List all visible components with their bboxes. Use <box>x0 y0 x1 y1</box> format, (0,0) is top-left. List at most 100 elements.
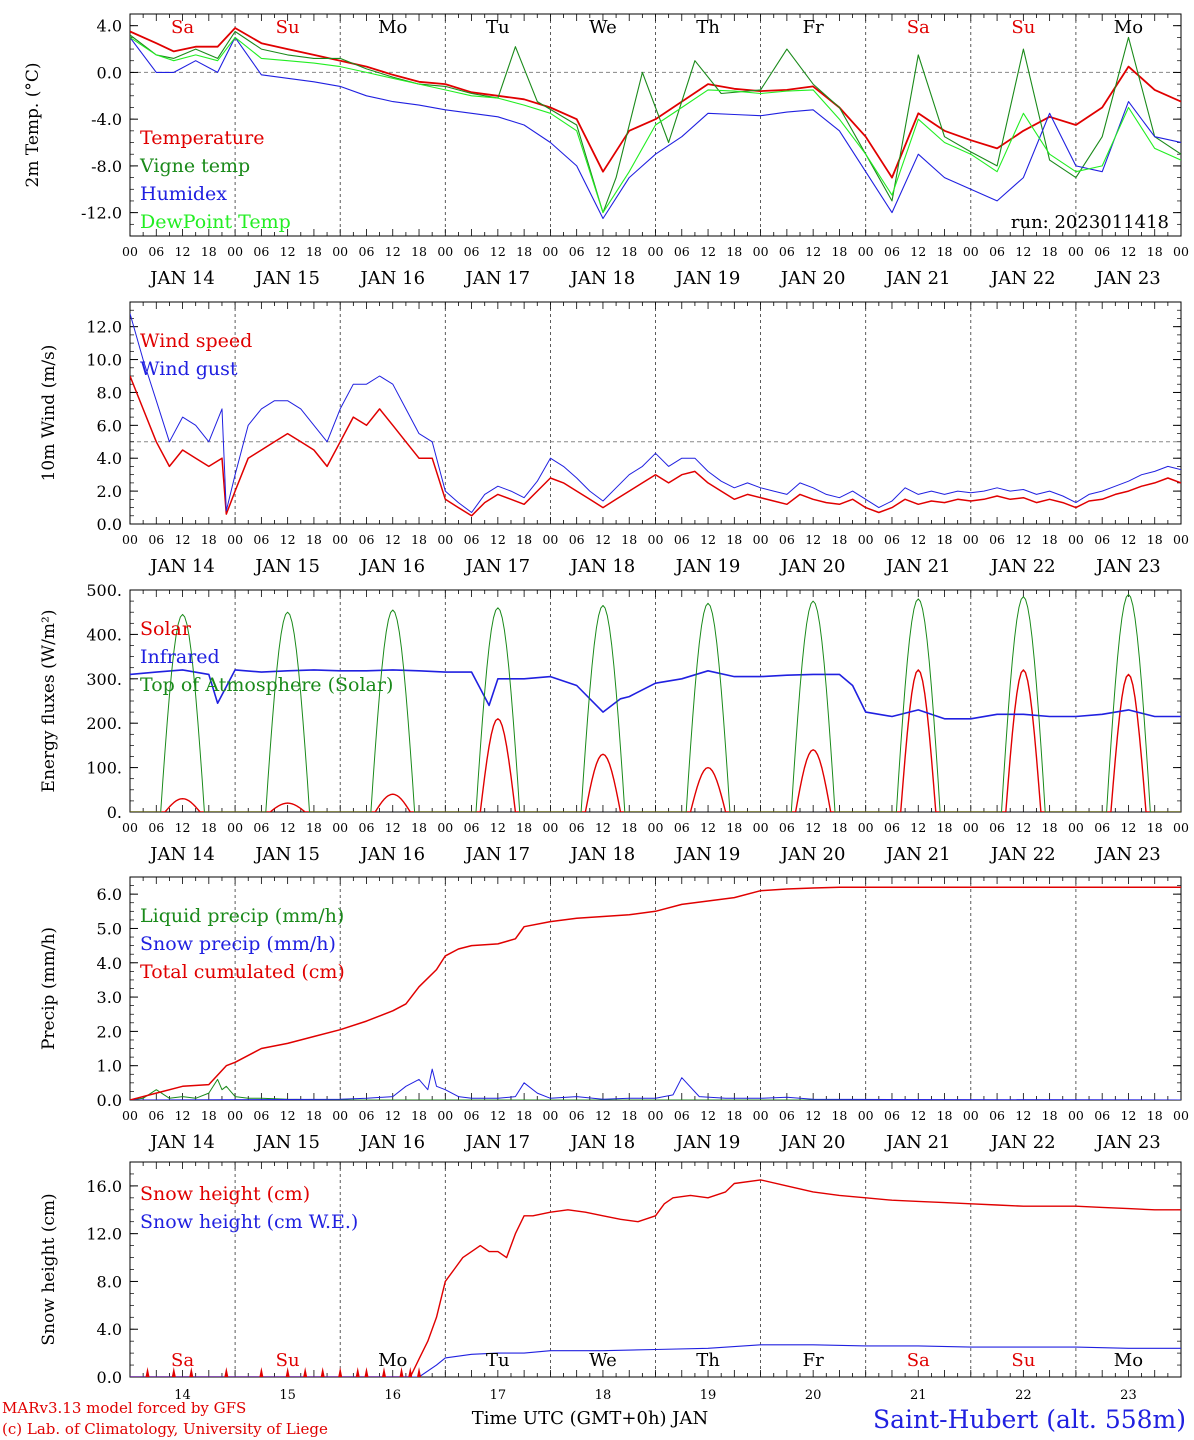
series-line-1 <box>130 1078 1181 1100</box>
hour-tick-label: 18 <box>1147 1108 1163 1123</box>
hour-tick-label: 12 <box>175 1108 191 1123</box>
date-label: JAN 22 <box>989 268 1056 289</box>
date-label: JAN 22 <box>989 556 1056 577</box>
y-tick-label: 0.0 <box>97 1091 122 1110</box>
date-label: JAN 19 <box>674 268 741 289</box>
y-tick-label: 0.0 <box>97 1368 122 1387</box>
date-label: JAN 15 <box>253 1132 320 1153</box>
hour-tick-label: 00 <box>963 820 979 835</box>
series-group <box>130 886 1181 1100</box>
hour-tick-label: 12 <box>490 532 506 547</box>
day-of-week-label: Th <box>696 17 720 38</box>
date-label: JAN 22 <box>989 1132 1056 1153</box>
hour-tick-label: 00 <box>122 820 138 835</box>
hour-tick-label: 06 <box>884 1108 900 1123</box>
hour-tick-label: 00 <box>542 820 558 835</box>
date-label: JAN 18 <box>569 1132 636 1153</box>
station-name: Saint-Hubert (alt. 558m) <box>873 1405 1186 1434</box>
y-tick-label: 3.0 <box>97 988 122 1007</box>
hour-tick-label: 18 <box>516 820 532 835</box>
hour-tick-label: 06 <box>253 532 269 547</box>
hour-tick-label: 12 <box>280 244 296 259</box>
snowfall-marker <box>145 1367 150 1377</box>
hour-tick-label: 18 <box>306 532 322 547</box>
y-tick-label: 12.0 <box>86 1225 122 1244</box>
date-label: JAN 20 <box>779 556 846 577</box>
hour-tick-label: 18 <box>411 532 427 547</box>
day-of-week-label: We <box>589 17 617 38</box>
date-label: JAN 18 <box>569 556 636 577</box>
date-label: JAN 21 <box>884 1132 951 1153</box>
snowfall-marker <box>224 1367 229 1377</box>
y-tick-label: 200. <box>86 714 122 733</box>
hour-tick-label: 12 <box>280 532 296 547</box>
date-label: JAN 15 <box>253 556 320 577</box>
date-label: JAN 17 <box>464 844 531 865</box>
hour-tick-label: 18 <box>201 532 217 547</box>
hour-tick-label: 06 <box>359 820 375 835</box>
hour-tick-label: 00 <box>227 532 243 547</box>
hour-tick-label: 18 <box>726 820 742 835</box>
hour-tick-label: 06 <box>569 820 585 835</box>
hour-tick-label: 18 <box>1042 820 1058 835</box>
hour-tick-label: 06 <box>148 820 164 835</box>
hour-tick-label: 12 <box>1015 244 1031 259</box>
day-of-week-label: Fr <box>803 17 824 38</box>
date-label: JAN 20 <box>779 268 846 289</box>
snowfall-marker <box>171 1367 176 1377</box>
hour-tick-label: 12 <box>805 1108 821 1123</box>
y-axis-label: 2m Temp. (°C) <box>23 62 43 187</box>
series-line-2 <box>130 669 1181 720</box>
hour-tick-label: 18 <box>1042 532 1058 547</box>
day-of-week-label: Su <box>276 1350 300 1371</box>
hour-tick-label: 06 <box>989 820 1005 835</box>
y-axis-label: Precip (mm/h) <box>39 927 59 1050</box>
hour-tick-label: 18 <box>516 532 532 547</box>
y-tick-label: -4.0 <box>91 110 122 129</box>
snowfall-marker <box>408 1367 413 1377</box>
legend-entry: Vigne temp <box>139 155 250 177</box>
day-of-week-label: Mo <box>378 1350 407 1371</box>
day-number-label: 23 <box>1120 1388 1137 1403</box>
snowfall-marker <box>355 1367 360 1377</box>
y-tick-label: 4.0 <box>97 1320 122 1339</box>
hour-tick-label: 18 <box>1042 1108 1058 1123</box>
series-line-4 <box>130 36 1181 214</box>
hour-tick-label: 18 <box>937 820 953 835</box>
hour-tick-label: 06 <box>989 532 1005 547</box>
hour-tick-label: 12 <box>805 820 821 835</box>
date-label: JAN 16 <box>358 268 425 289</box>
y-tick-label: 6.0 <box>97 416 122 435</box>
hour-tick-label: 12 <box>805 532 821 547</box>
y-tick-label: 4.0 <box>97 954 122 973</box>
y-axis-label: 10m Wind (m/s) <box>39 345 59 482</box>
hour-tick-label: 12 <box>700 1108 716 1123</box>
hour-tick-label: 06 <box>464 532 480 547</box>
hour-tick-label: 12 <box>1015 1108 1031 1123</box>
day-of-week-label: Su <box>1011 17 1035 38</box>
hour-tick-label: 06 <box>464 820 480 835</box>
hour-tick-label: 00 <box>858 532 874 547</box>
date-label: JAN 14 <box>148 556 215 577</box>
hour-tick-label: 00 <box>648 820 664 835</box>
date-label: JAN 23 <box>1094 844 1161 865</box>
day-of-week-label: Th <box>696 1350 720 1371</box>
hour-tick-label: 06 <box>1094 244 1110 259</box>
legend-entry: Top of Atmosphere (Solar) <box>140 674 393 696</box>
hour-tick-label: 00 <box>227 1108 243 1123</box>
hour-tick-label: 12 <box>1120 532 1136 547</box>
hour-tick-label: 06 <box>359 532 375 547</box>
hour-tick-label: 00 <box>1068 820 1084 835</box>
hour-tick-label: 00 <box>858 820 874 835</box>
hour-tick-label: 06 <box>674 1108 690 1123</box>
hour-tick-label: 00 <box>1068 1108 1084 1123</box>
legend-entry: Solar <box>140 618 192 640</box>
hour-tick-label: 12 <box>385 244 401 259</box>
hour-tick-label: 06 <box>674 244 690 259</box>
panel-1: 4.0 0.0 -4.0 -8.0 -12.0 2m Temp. (°C) 00 06 12 18… <box>23 13 1189 289</box>
hour-tick-label: 00 <box>437 1108 453 1123</box>
hour-tick-label: 18 <box>411 1108 427 1123</box>
hour-tick-label: 12 <box>910 820 926 835</box>
date-label: JAN 20 <box>779 844 846 865</box>
y-tick-label: 8.0 <box>97 383 122 402</box>
